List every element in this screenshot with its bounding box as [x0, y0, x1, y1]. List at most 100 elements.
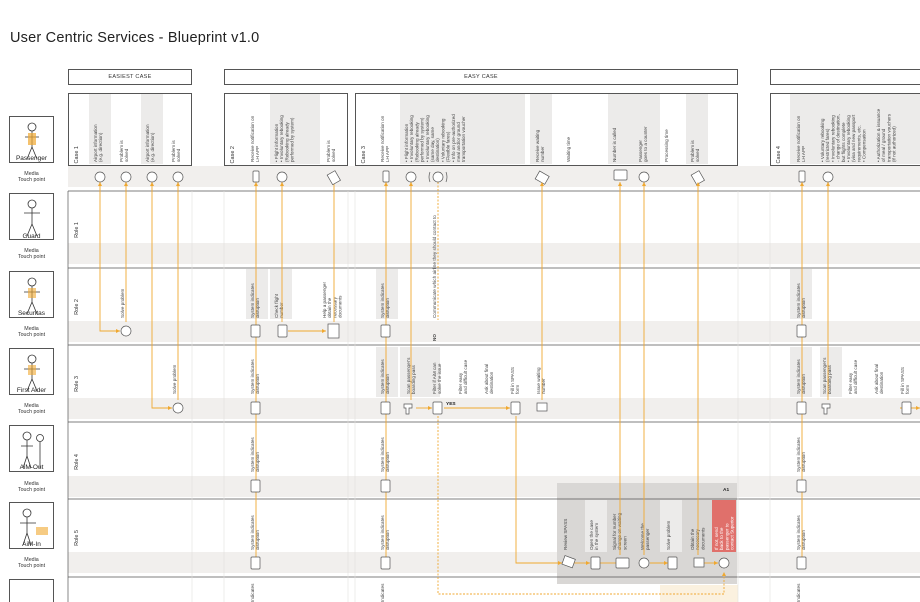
arrow-head [800, 182, 804, 186]
securitas-avatar [9, 271, 54, 318]
person-touchpoint-icon [172, 402, 184, 414]
person-touchpoint-icon [432, 171, 444, 183]
arrow-head [714, 561, 718, 565]
arrow-head [176, 182, 180, 186]
tablet-icon [510, 401, 521, 415]
step-column [790, 347, 812, 397]
tablet-icon [796, 324, 807, 338]
tablet-icon [277, 324, 288, 338]
guard-avatar [9, 193, 54, 240]
case1-frame [68, 93, 192, 166]
flow-line [151, 182, 172, 409]
printer-icon [693, 557, 705, 568]
media-label: Media Touch point [17, 326, 46, 339]
step-column [400, 347, 440, 397]
person-touchpoint-icon [146, 171, 158, 183]
person-touchpoint-icon [120, 171, 132, 183]
ticket-icon [534, 170, 550, 185]
arrow-head [124, 182, 128, 186]
band-guard-media [68, 243, 920, 264]
scanner-icon [403, 403, 413, 415]
arrow-head [722, 572, 726, 576]
first-aider-figure-icon [24, 354, 40, 392]
person-touchpoint-icon [638, 557, 650, 569]
aim-in-avatar [9, 502, 54, 549]
arrow-head [409, 182, 413, 186]
person-touchpoint-icon [276, 171, 288, 183]
aim-out-figure-icon [21, 431, 44, 469]
step-column [400, 94, 525, 164]
scanner-icon [821, 403, 831, 415]
persona-label-passenger: Passenger [15, 155, 48, 162]
step-column [270, 94, 320, 164]
step-column [790, 269, 812, 319]
first-aider-avatar [9, 348, 54, 395]
person-touchpoint-icon [94, 171, 106, 183]
arrow-head [98, 182, 102, 186]
tablet-icon [380, 324, 391, 338]
screen-icon [613, 169, 628, 181]
step-column [820, 347, 842, 397]
tablet-icon [590, 556, 601, 570]
arrow-head [558, 561, 562, 565]
ticket-icon [690, 170, 705, 186]
case4-frame [770, 93, 920, 166]
person-touchpoint-icon [172, 171, 184, 183]
media-label: Media Touch point [17, 557, 46, 570]
printer-icon [536, 402, 548, 412]
ticket-icon [326, 170, 341, 186]
talk-icon [428, 171, 448, 183]
arrow-head [916, 406, 920, 410]
flow-line-dashed [437, 416, 725, 595]
media-label: Media Touch point [17, 248, 46, 261]
person-touchpoint-icon [405, 171, 417, 183]
tablet-icon [432, 401, 443, 415]
persona-label-first-aider: First Aider [16, 387, 47, 394]
arrow-head [696, 182, 700, 186]
case3-frame [355, 93, 738, 166]
step-column [376, 269, 398, 319]
persona-label-aim-in: AiM-In [22, 541, 41, 548]
guard-figure-icon [24, 199, 40, 237]
arrow-head [506, 406, 510, 410]
tablet-icon [796, 401, 807, 415]
documents-stack-icon [327, 323, 340, 339]
document-icon [561, 555, 576, 569]
tablet-icon [380, 556, 391, 570]
arrow-head [116, 329, 120, 333]
step-column [530, 94, 552, 164]
step-column [790, 94, 920, 164]
arrow-head [254, 182, 258, 186]
arrow-head [384, 182, 388, 186]
screen-icon [615, 557, 630, 569]
person-touchpoint-icon [638, 171, 650, 183]
person-touchpoint-icon [120, 325, 132, 337]
arrow-head [826, 182, 830, 186]
arrow-head [586, 561, 590, 565]
flow-line [99, 182, 120, 332]
yes-label: YES [446, 402, 456, 407]
tablet-icon [250, 324, 261, 338]
tablet-icon [901, 401, 912, 415]
step-column [686, 94, 708, 164]
arrow-head [150, 182, 154, 186]
step-column [270, 269, 292, 319]
phone-icon [252, 170, 260, 183]
person-touchpoint-icon [822, 171, 834, 183]
flow-line [515, 416, 562, 564]
arrow-head [428, 406, 432, 410]
persona-label-securitas: Securitas [17, 310, 46, 317]
step-column [246, 269, 268, 319]
aim-out-avatar [9, 425, 54, 472]
a1-red-column [712, 500, 736, 552]
media-label: Media Touch point [17, 481, 46, 494]
passenger-avatar [9, 116, 54, 163]
arrow-head [540, 182, 544, 186]
arrow-head [280, 182, 284, 186]
persona-label-guard: Guard [22, 233, 41, 240]
phone-icon [798, 170, 806, 183]
arrow-head [618, 182, 622, 186]
arrow-head [642, 182, 646, 186]
aim-in-figure-icon [20, 508, 48, 546]
